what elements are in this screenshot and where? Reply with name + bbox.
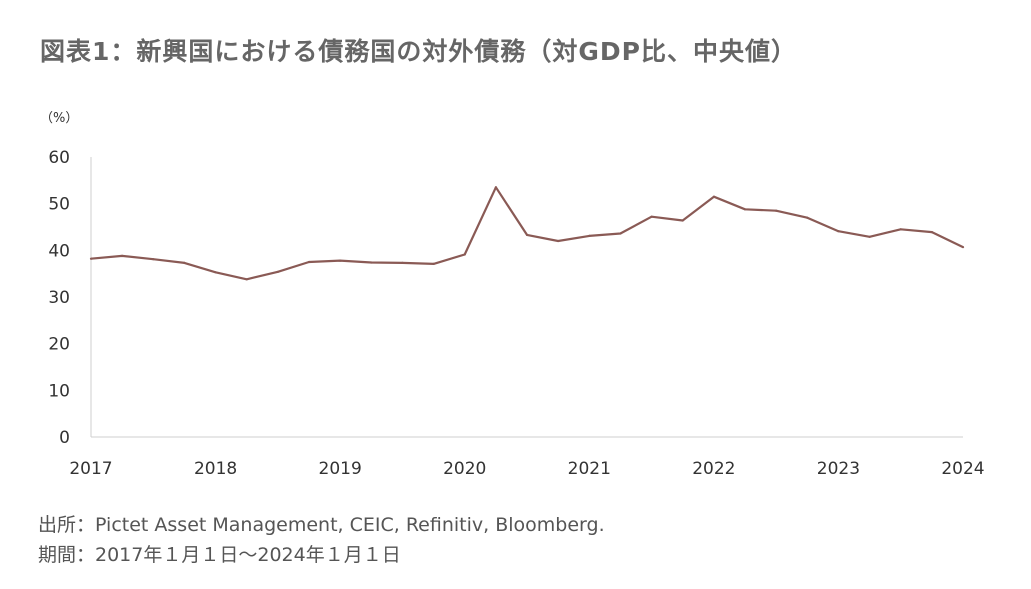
data-point — [494, 186, 497, 189]
data-point — [650, 215, 653, 218]
y-tick-label: 10 — [48, 381, 70, 401]
series-group — [89, 186, 965, 281]
data-point — [775, 209, 778, 212]
y-tick-label: 40 — [48, 241, 70, 261]
data-point — [339, 259, 342, 262]
data-point — [152, 258, 155, 261]
data-point — [806, 216, 809, 219]
series-line — [90, 186, 964, 281]
data-point — [432, 262, 435, 265]
x-tick-label: 2024 — [941, 459, 984, 479]
data-point — [743, 208, 747, 211]
data-point — [245, 278, 248, 281]
x-tick-label: 2018 — [194, 459, 237, 479]
x-tick-label: 2022 — [692, 459, 735, 479]
x-tick-label: 2021 — [568, 459, 611, 479]
data-point — [121, 254, 124, 257]
y-axis-unit-label: （%） — [40, 111, 78, 126]
data-point — [525, 233, 529, 236]
data-point — [681, 219, 684, 222]
data-point — [837, 230, 840, 233]
period-note: 期間：2017年１月１日～2024年１月１日 — [38, 544, 401, 566]
y-tick-label: 50 — [48, 195, 70, 215]
data-point — [619, 232, 622, 235]
y-tick-label: 30 — [48, 288, 70, 308]
data-point — [183, 261, 186, 264]
data-point — [370, 261, 373, 264]
x-tick-label: 2020 — [443, 459, 486, 479]
data-point — [868, 235, 871, 238]
x-tick-label: 2019 — [319, 459, 362, 479]
data-point — [214, 271, 217, 274]
data-point — [276, 270, 279, 273]
data-point — [307, 260, 311, 264]
x-tick-label: 2017 — [69, 459, 112, 479]
data-point — [89, 257, 93, 260]
data-point — [588, 234, 591, 237]
data-point — [930, 231, 934, 234]
y-tick-label: 20 — [48, 335, 70, 355]
data-point — [401, 261, 404, 264]
y-tick-label: 0 — [59, 428, 70, 448]
y-axis-ticks: 0 10 20 30 40 50 60 — [48, 148, 70, 448]
x-axis-ticks: 2017 2018 2019 2020 2021 2022 2023 2024 — [69, 459, 984, 479]
data-point — [463, 253, 466, 256]
data-point — [712, 195, 716, 198]
data-point — [899, 228, 902, 231]
data-point — [961, 246, 965, 249]
y-tick-label: 60 — [48, 148, 70, 168]
source-note: 出所：Pictet Asset Management, CEIC, Refini… — [38, 514, 605, 536]
x-tick-label: 2023 — [817, 459, 860, 479]
data-point — [557, 239, 560, 243]
chart-title: 図表1：新興国における債務国の対外債務（対GDP比、中央値） — [40, 37, 797, 66]
